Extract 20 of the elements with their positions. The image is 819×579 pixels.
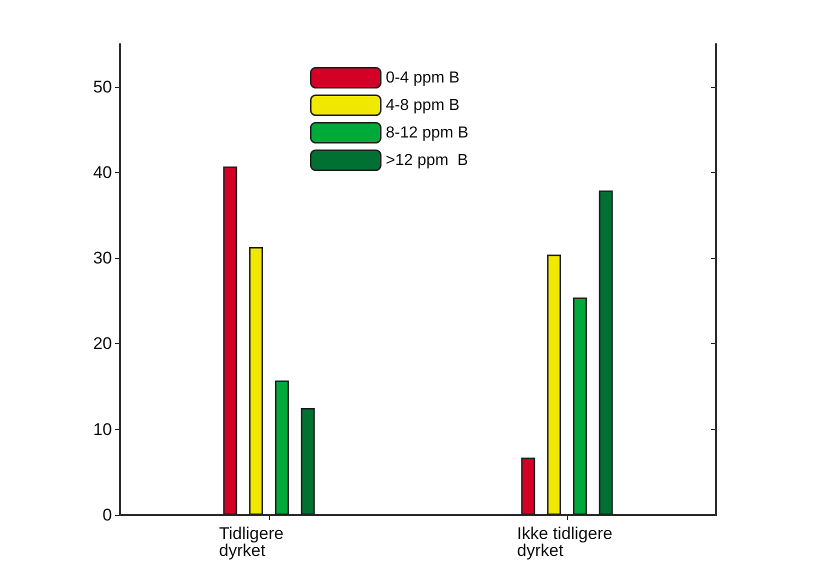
y-tick-label: 10 (93, 420, 112, 439)
x-tick-label: Tidligere dyrket (219, 524, 284, 560)
bar (547, 254, 562, 515)
y-tick-label: 0 (102, 506, 112, 524)
bar (249, 246, 264, 515)
bar (521, 458, 536, 515)
bar (598, 190, 613, 515)
legend-label: >12 ppm B (386, 152, 468, 169)
x-tick-label: Ikke tidligere dyrket (517, 524, 612, 560)
legend-label: 8-12 ppm B (386, 124, 468, 142)
legend-label: 0-4 ppm B (386, 69, 460, 86)
legend-label: 4-8 ppm B (386, 96, 460, 114)
bar (300, 408, 315, 515)
bar (274, 380, 289, 515)
y-tick-label: 20 (93, 334, 112, 354)
bar (223, 166, 238, 515)
y-tick-label: 40 (93, 162, 112, 182)
y-tick-label: 30 (93, 248, 112, 268)
y-tick-label: 50 (93, 77, 112, 96)
bar (572, 297, 587, 515)
